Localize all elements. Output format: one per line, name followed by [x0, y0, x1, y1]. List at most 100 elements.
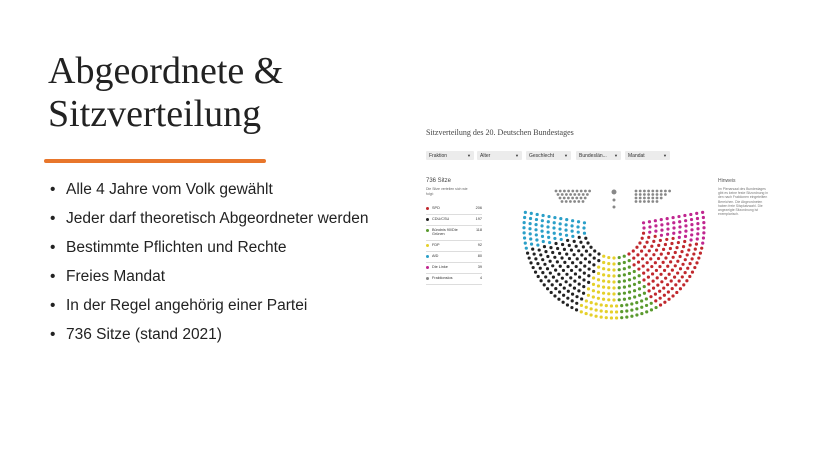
seat-dot: [607, 268, 611, 272]
seat-dot: [602, 267, 606, 271]
seat-dot: [522, 221, 526, 225]
seat-dot: [567, 196, 570, 200]
seat-dot: [566, 296, 570, 300]
seat-dot: [604, 304, 608, 308]
filter-alter[interactable]: Alter ▼: [477, 151, 522, 160]
legend-row-gruene[interactable]: Bündnis 90/Die Grünen 118: [426, 226, 482, 241]
embed-title: Sitzverteilung des 20. Deutschen Bundest…: [426, 128, 574, 137]
seat-dot: [642, 226, 646, 230]
seat-dot: [570, 299, 574, 303]
seat-dot: [592, 269, 596, 274]
legend-row-cdu-csu[interactable]: CDU/CSU 197: [426, 215, 482, 226]
seat-dot: [546, 225, 550, 229]
seat-dot: [557, 297, 561, 301]
seat-dot: [612, 262, 616, 266]
seat-dot: [638, 200, 642, 203]
seat-dot: [574, 244, 578, 248]
bullet-item: 736 Sitze (stand 2021): [50, 325, 390, 344]
seat-dot: [669, 279, 673, 283]
seat-dot: [622, 267, 626, 271]
seat-dot: [663, 242, 668, 247]
seat-dot: [584, 236, 588, 240]
seat-dot: [565, 193, 568, 196]
seat-dot: [541, 258, 545, 262]
seat-dot: [554, 268, 558, 272]
seat-dot: [597, 252, 601, 256]
seat-dot: [581, 291, 586, 295]
seat-dot: [577, 282, 581, 286]
seat-dot: [577, 200, 581, 203]
seat-dot: [586, 293, 590, 297]
seat-dot: [684, 229, 688, 233]
seat-dot: [666, 232, 670, 236]
seat-dot: [534, 257, 538, 261]
seat-dot: [565, 272, 569, 276]
seat-dot: [554, 286, 558, 291]
legend-row-linke[interactable]: Die Linke 39: [426, 263, 482, 274]
party-seat-count: 206: [475, 206, 482, 210]
seat-dot: [672, 221, 676, 225]
seat-dot: [673, 264, 677, 268]
party-seat-count: 39: [477, 265, 482, 269]
seat-dot: [617, 280, 621, 284]
seat-dot: [689, 212, 693, 217]
filter-fraktion[interactable]: Fraktion ▼: [426, 151, 474, 160]
seat-dot: [551, 275, 556, 279]
seat-dot: [571, 261, 575, 265]
seat-dot: [596, 278, 601, 282]
seat-dot: [594, 308, 598, 312]
seat-dot: [658, 289, 662, 293]
seat-dot: [617, 255, 621, 260]
seat-dot: [562, 247, 567, 251]
title-underline: [44, 159, 266, 163]
seat-dot: [570, 292, 575, 296]
seat-dot: [680, 250, 684, 254]
seat-dot: [677, 279, 681, 283]
party-name: FDP: [432, 243, 440, 247]
seat-dot: [654, 305, 658, 310]
seat-dot: [594, 302, 598, 306]
legend-row-fraktionslos[interactable]: Fraktionslos 4: [426, 274, 482, 285]
bullet-item: In der Regel angehörig einer Partei: [50, 296, 390, 315]
seat-dot: [661, 247, 666, 251]
seat-dot: [564, 200, 568, 203]
seat-dot: [668, 189, 671, 193]
seat-dot: [701, 210, 705, 214]
legend-row-spd[interactable]: SPD 206: [426, 204, 482, 215]
seat-count: 736 Sitze: [426, 178, 452, 184]
seat-dot: [642, 285, 646, 289]
seat-dot: [666, 222, 670, 226]
seat-dot: [602, 260, 606, 265]
seat-dot: [564, 228, 568, 232]
seat-dot: [647, 220, 652, 224]
seat-dot: [558, 251, 562, 255]
seat-dot: [683, 271, 687, 275]
seat-dot: [632, 276, 637, 280]
seat-dot: [612, 205, 616, 209]
filter-bundesland[interactable]: Bundeslän... ▼: [576, 151, 621, 160]
seat-dot: [584, 299, 588, 303]
seat-dot: [532, 252, 536, 256]
seat-dot: [522, 226, 526, 230]
seat-dot: [635, 307, 639, 311]
filter-geschlecht[interactable]: Geschlecht ▼: [526, 151, 571, 160]
seat-dot: [672, 275, 677, 279]
seat-dot: [575, 301, 579, 305]
seat-dot: [614, 304, 619, 308]
party-seat-count: 118: [475, 228, 482, 232]
seat-dot: [586, 241, 590, 245]
filter-mandat[interactable]: Mandat ▼: [625, 151, 670, 160]
seat-dot: [701, 215, 705, 220]
seat-dot: [579, 196, 583, 200]
seat-dot: [576, 220, 581, 224]
seat-dot: [656, 256, 661, 261]
seat-dot: [654, 248, 659, 252]
seat-dot: [593, 249, 597, 253]
legend-row-fdp[interactable]: FDP 92: [426, 241, 482, 252]
seat-dot: [701, 236, 706, 240]
seat-dot: [573, 193, 577, 196]
seat-dot: [614, 310, 619, 314]
seat-dot: [667, 272, 671, 276]
legend-row-afd[interactable]: AfD 80: [426, 252, 482, 263]
seat-dot: [561, 268, 566, 273]
